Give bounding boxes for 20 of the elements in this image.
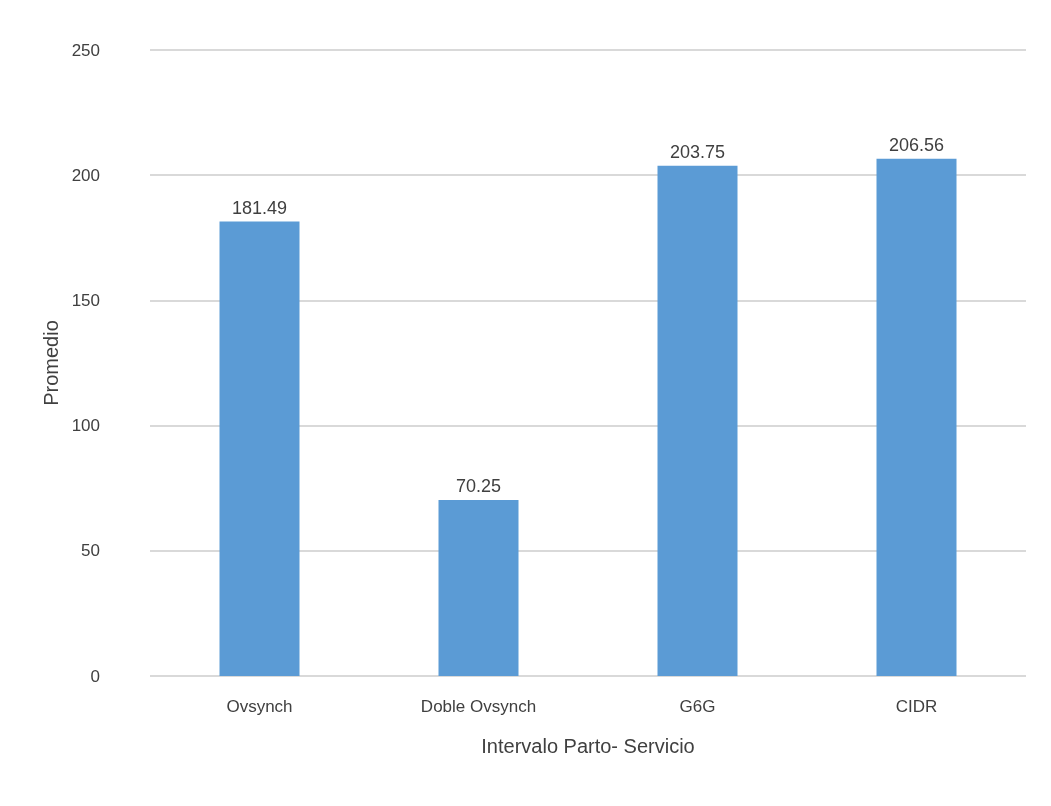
data-label: 181.49 [231, 197, 288, 218]
bar [876, 158, 957, 676]
y-tick-label: 50 [81, 541, 100, 561]
x-tick-label: Ovsynch [226, 697, 293, 716]
bar [438, 500, 519, 676]
bar [657, 165, 738, 676]
x-tick-label: CIDR [895, 697, 938, 716]
x-axis-title: Intervalo Parto- Servicio [481, 735, 695, 757]
y-tick-label: 200 [71, 165, 100, 185]
y-tick-label: 250 [71, 40, 100, 60]
y-tick-label: 150 [71, 290, 100, 310]
x-tick-label: Doble Ovsynch [420, 697, 537, 716]
data-label: 70.25 [455, 476, 502, 497]
y-tick-label: 100 [71, 416, 100, 436]
x-tick-label: G6G [679, 697, 716, 716]
data-label: 206.56 [888, 134, 945, 155]
data-label: 203.75 [669, 141, 726, 162]
bar [219, 221, 300, 676]
y-tick-label: 0 [90, 666, 100, 686]
y-axis-title: Promedio [39, 320, 62, 406]
